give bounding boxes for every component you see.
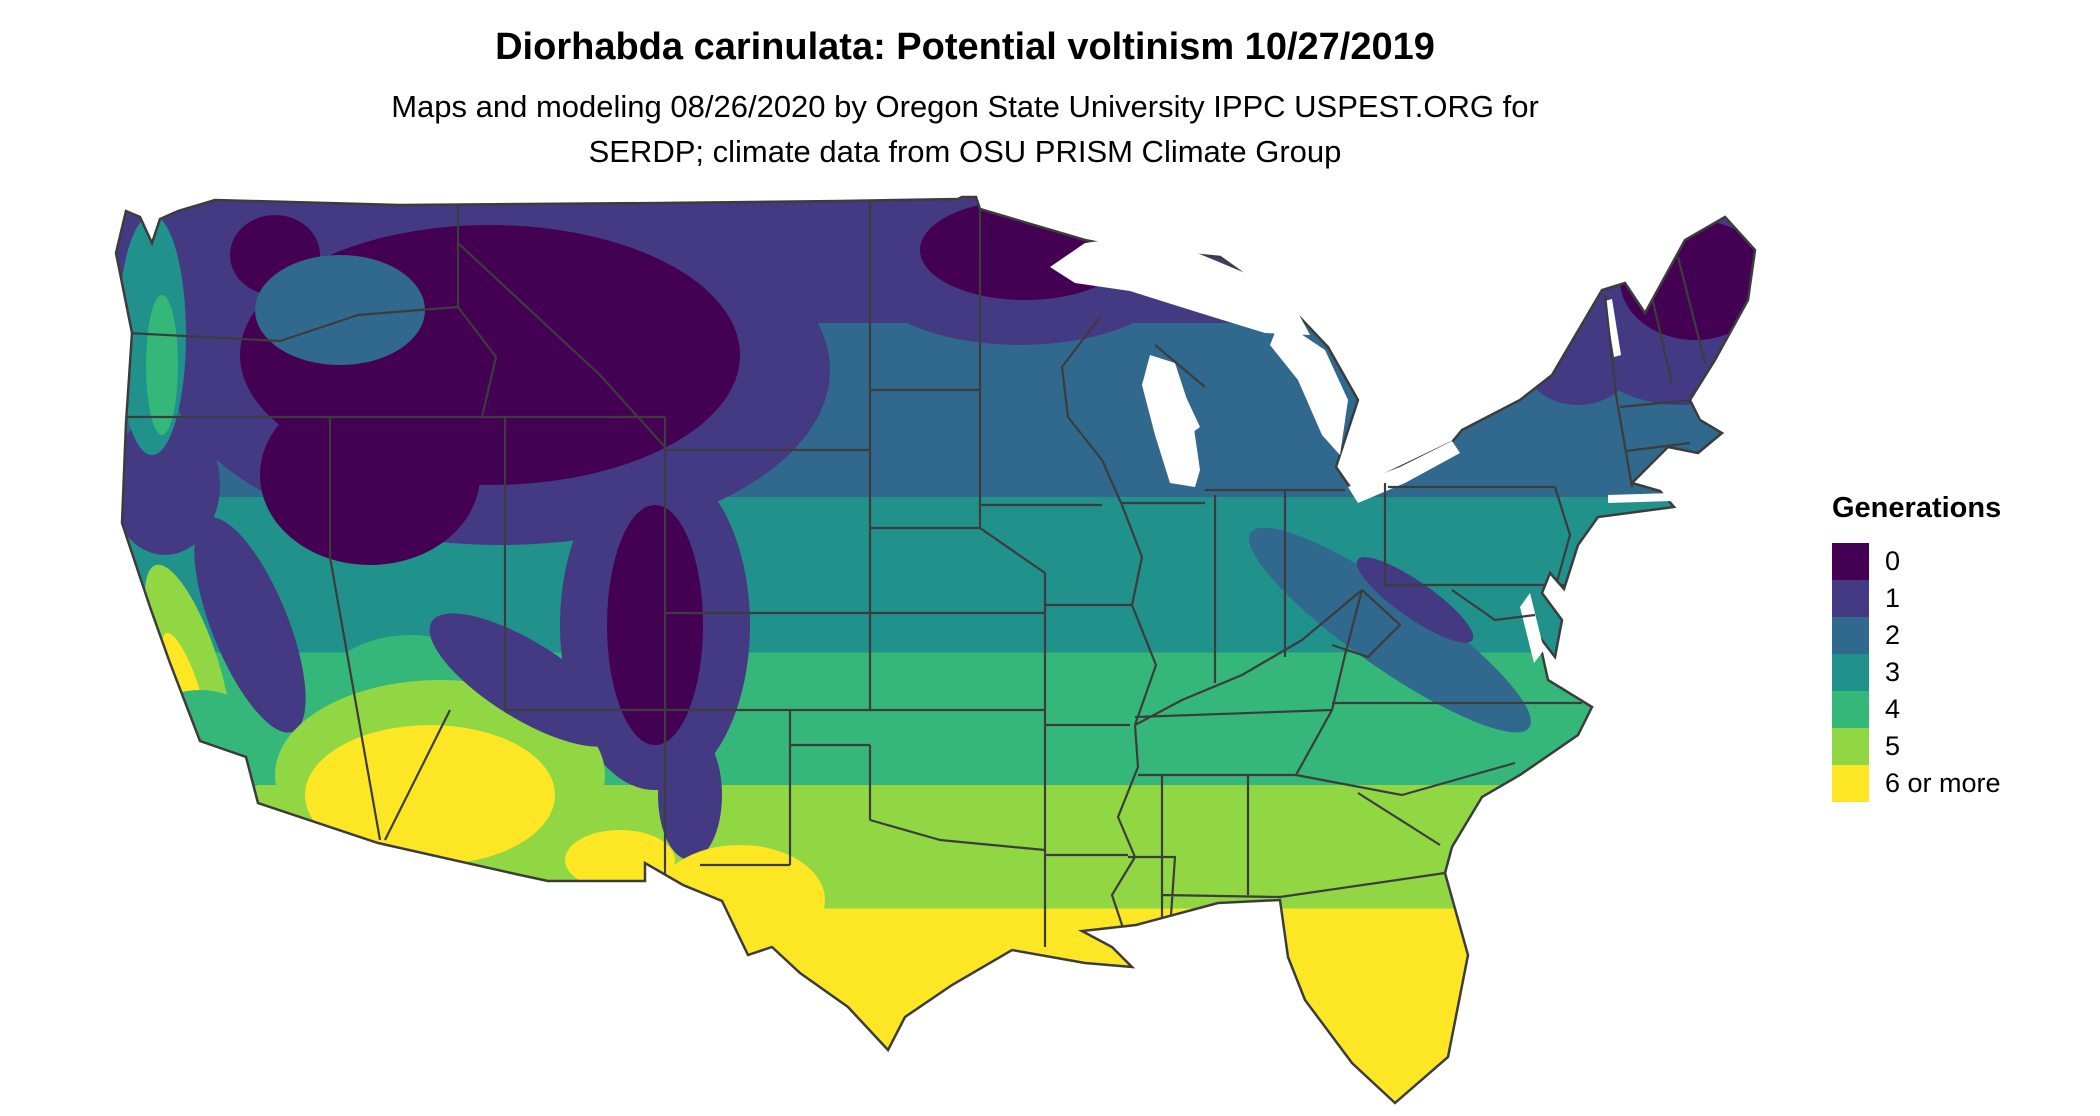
subtitle-line-1: Maps and modeling 08/26/2020 by Oregon S… (391, 89, 1539, 124)
legend-label-3: 3 (1885, 657, 1901, 687)
legend-row-5: 5 (1832, 728, 2001, 765)
us-voltinism-map (114, 195, 1757, 1105)
great-lakes (1050, 237, 1672, 663)
legend-row-4: 4 (1832, 691, 2001, 728)
legend-label-5: 5 (1885, 731, 1901, 761)
legend-row-1: 1 (1832, 580, 2001, 617)
lake-huron-shape (1270, 320, 1348, 455)
legend-row-6: 6 or more (1832, 765, 2001, 802)
legend-swatch-1 (1832, 580, 1869, 617)
legend-label-4: 4 (1885, 694, 1901, 724)
green-bay-shape (1164, 367, 1200, 433)
legend: Generations 0 1 2 3 4 5 6 or more (1832, 492, 2001, 802)
subtitle-line-2: SERDP; climate data from OSU PRISM Clima… (588, 133, 1342, 169)
legend-swatch-6 (1832, 765, 1869, 802)
lake-michigan-shape (1142, 355, 1200, 487)
legend-items: 0 1 2 3 4 5 6 or more (1832, 543, 2001, 802)
map-region-fill (116, 197, 1755, 1103)
southwest-overlays (275, 613, 825, 955)
lake-ontario-shape (1412, 371, 1520, 405)
legend-swatch-0 (1832, 543, 1869, 580)
legend-row-3: 3 (1832, 654, 2001, 691)
legend-swatch-4 (1832, 691, 1869, 728)
legend-row-0: 0 (1832, 543, 2001, 580)
map-figure (100, 195, 1800, 1110)
legend-label-1: 1 (1885, 583, 1901, 613)
page-title: Diorhabda carinulata: Potential voltinis… (495, 26, 1435, 68)
legend-title: Generations (1832, 492, 2002, 524)
legend-label-6: 6 or more (1885, 768, 2001, 798)
chesapeake-bay-shape (1520, 593, 1544, 663)
legend-swatch-2 (1832, 617, 1869, 654)
state-borders (125, 200, 1707, 947)
page-subtitle: Maps and modeling 08/26/2020 by Oregon S… (0, 85, 1930, 175)
legend-label-2: 2 (1885, 620, 1901, 650)
lake-superior-shape (1050, 237, 1310, 335)
legend-row-2: 2 (1832, 617, 2001, 654)
header: Diorhabda carinulata: Potential voltinis… (0, 26, 1930, 175)
legend-label-0: 0 (1885, 546, 1901, 576)
legend-swatch-3 (1832, 654, 1869, 691)
long-island-sound-shape (1608, 493, 1672, 503)
lake-erie-shape (1348, 441, 1460, 503)
lake-champlain-shape (1605, 299, 1621, 357)
legend-swatch-5 (1832, 728, 1869, 765)
